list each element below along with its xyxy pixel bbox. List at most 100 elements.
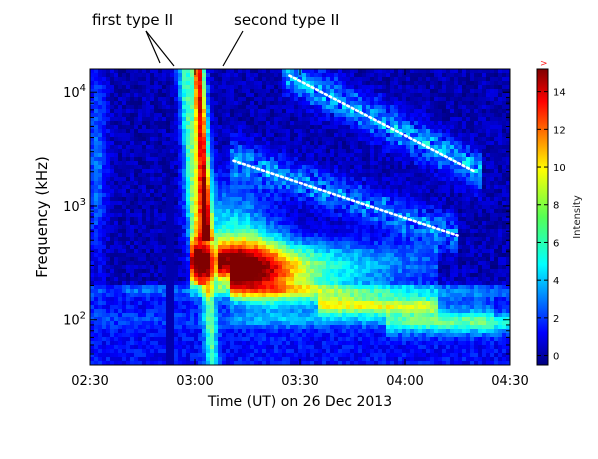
heatmap-cell: [210, 169, 215, 174]
heatmap-cell: [114, 209, 119, 214]
heatmap-cell: [122, 109, 127, 114]
heatmap-cell: [254, 141, 259, 146]
heatmap-cell: [134, 189, 139, 194]
heatmap-cell: [318, 101, 323, 106]
heatmap-cell: [202, 121, 207, 126]
heatmap-cell: [322, 205, 327, 210]
heatmap-cell: [218, 169, 223, 174]
heatmap-cell: [298, 321, 303, 326]
heatmap-cell: [110, 105, 115, 110]
heatmap-cell: [174, 81, 179, 86]
heatmap-cell: [162, 69, 167, 74]
heatmap-cell: [234, 149, 239, 154]
heatmap-cell: [258, 233, 263, 238]
heatmap-cell: [318, 269, 323, 274]
heatmap-cell: [350, 281, 355, 286]
heatmap-cell: [266, 333, 271, 338]
heatmap-cell: [158, 81, 163, 86]
heatmap-cell: [206, 273, 211, 278]
heatmap-cell: [286, 233, 291, 238]
heatmap-cell: [166, 189, 171, 194]
heatmap-cell: [198, 317, 203, 322]
heatmap-cell: [318, 181, 323, 186]
heatmap-cell: [254, 217, 259, 222]
heatmap-cell: [322, 357, 327, 362]
heatmap-cell: [174, 149, 179, 154]
heatmap-cell: [174, 77, 179, 82]
heatmap-cell: [138, 277, 143, 282]
heatmap-cell: [90, 173, 95, 178]
heatmap-cell: [262, 237, 267, 242]
heatmap-cell: [218, 265, 223, 270]
heatmap-cell: [194, 193, 199, 198]
heatmap-cell: [298, 317, 303, 322]
heatmap-cell: [110, 185, 115, 190]
heatmap-cell: [350, 185, 355, 190]
heatmap-cell: [94, 165, 99, 170]
heatmap-cell: [338, 165, 343, 170]
heatmap-cell: [230, 305, 235, 310]
heatmap-cell: [118, 265, 123, 270]
heatmap-cell: [198, 281, 203, 286]
heatmap-cell: [270, 321, 275, 326]
heatmap-cell: [266, 73, 271, 78]
heatmap-cell: [326, 85, 331, 90]
heatmap-cell: [246, 269, 251, 274]
heatmap-cell: [246, 169, 251, 174]
heatmap-cell: [154, 289, 159, 294]
heatmap-cell: [342, 137, 347, 142]
heatmap-cell: [314, 305, 319, 310]
heatmap-cell: [258, 77, 263, 82]
heatmap-cell: [234, 185, 239, 190]
heatmap-cell: [346, 333, 351, 338]
heatmap-cell: [178, 97, 183, 102]
heatmap-cell: [234, 233, 239, 238]
heatmap-cell: [90, 345, 95, 350]
heatmap-cell: [258, 293, 263, 298]
heatmap-cell: [266, 237, 271, 242]
heatmap-cell: [350, 177, 355, 182]
heatmap-cell: [270, 169, 275, 174]
heatmap-cell: [330, 77, 335, 82]
heatmap-cell: [194, 209, 199, 214]
heatmap-cell: [258, 333, 263, 338]
heatmap-cell: [354, 105, 359, 110]
heatmap-cell: [298, 341, 303, 346]
heatmap-cell: [318, 145, 323, 150]
heatmap-cell: [306, 333, 311, 338]
heatmap-cell: [154, 113, 159, 118]
heatmap-cell: [114, 217, 119, 222]
heatmap-cell: [218, 273, 223, 278]
heatmap-cell: [242, 193, 247, 198]
heatmap-cell: [162, 125, 167, 130]
heatmap-cell: [346, 353, 351, 358]
heatmap-cell: [118, 229, 123, 234]
heatmap-cell: [202, 141, 207, 146]
heatmap-cell: [274, 181, 279, 186]
heatmap-cell: [314, 353, 319, 358]
heatmap-cell: [286, 113, 291, 118]
heatmap-cell: [206, 301, 211, 306]
heatmap-cell: [330, 117, 335, 122]
heatmap-cell: [326, 345, 331, 350]
heatmap-cell: [294, 133, 299, 138]
heatmap-cell: [114, 345, 119, 350]
heatmap-cell: [318, 349, 323, 354]
heatmap-cell: [218, 197, 223, 202]
heatmap-cell: [318, 205, 323, 210]
heatmap-cell: [230, 125, 235, 130]
heatmap-cell: [190, 317, 195, 322]
heatmap-cell: [302, 261, 307, 266]
heatmap-cell: [182, 265, 187, 270]
heatmap-cell: [126, 353, 131, 358]
heatmap-cell: [294, 205, 299, 210]
heatmap-cell: [162, 133, 167, 138]
heatmap-cell: [210, 113, 215, 118]
heatmap-cell: [322, 245, 327, 250]
heatmap-cell: [182, 309, 187, 314]
heatmap-cell: [330, 121, 335, 126]
heatmap-cell: [330, 321, 335, 326]
heatmap-cell: [106, 281, 111, 286]
heatmap-cell: [306, 285, 311, 290]
heatmap-cell: [102, 197, 107, 202]
